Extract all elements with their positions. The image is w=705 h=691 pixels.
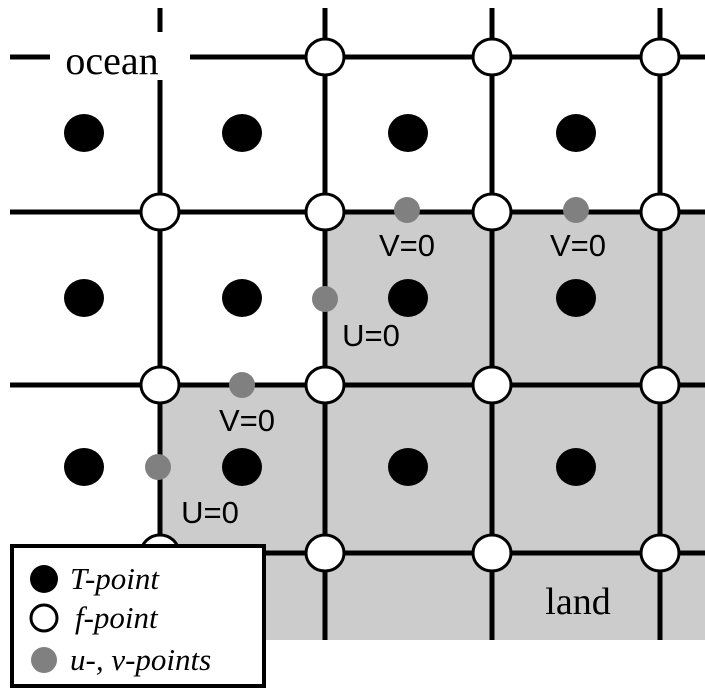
- f-point: [639, 365, 681, 405]
- f-point: [304, 192, 346, 232]
- f-point: [304, 533, 346, 573]
- t-point: [388, 279, 428, 317]
- boundary-label-u-mid: U=0: [342, 318, 400, 353]
- t-point: [556, 114, 596, 152]
- uv-point: [145, 454, 171, 480]
- legend-t-point-label: T-point: [70, 561, 160, 596]
- t-point: [388, 114, 428, 152]
- t-point: [64, 279, 104, 317]
- f-point: [639, 533, 681, 573]
- f-point: [139, 192, 181, 232]
- f-points: [139, 37, 681, 573]
- t-point: [222, 114, 262, 152]
- t-point: [222, 448, 262, 486]
- f-point: [639, 37, 681, 77]
- f-point: [639, 192, 681, 232]
- uv-point: [229, 372, 255, 398]
- f-point: [139, 365, 181, 405]
- legend-t-point-icon: [30, 565, 58, 593]
- land-region: [160, 212, 705, 640]
- boundary-label-v-top-2: V=0: [550, 228, 606, 263]
- legend-uv-point-label: u-, v-points: [70, 642, 211, 677]
- t-point: [64, 114, 104, 152]
- legend-f-point-icon: [29, 603, 59, 633]
- t-point: [64, 448, 104, 486]
- f-point: [471, 192, 513, 232]
- uv-point: [563, 197, 589, 223]
- f-point: [471, 37, 513, 77]
- t-point: [556, 448, 596, 486]
- f-point: [471, 533, 513, 573]
- boundary-label-v-mid: V=0: [219, 403, 275, 438]
- uv-points: [145, 197, 589, 480]
- t-point: [222, 279, 262, 317]
- ocean-label: ocean: [65, 38, 158, 83]
- f-point: [304, 37, 346, 77]
- uv-point: [312, 286, 338, 312]
- t-point: [556, 279, 596, 317]
- legend: T-point f-point u-, v-points: [10, 544, 266, 688]
- t-points: [64, 114, 596, 486]
- boundary-label-u-low: U=0: [181, 495, 239, 530]
- uv-point: [394, 197, 420, 223]
- legend-uv-point-icon: [31, 647, 57, 673]
- f-point: [471, 365, 513, 405]
- land-label: land: [545, 581, 610, 623]
- t-point: [388, 448, 428, 486]
- f-point: [304, 365, 346, 405]
- legend-f-point-label: f-point: [75, 600, 159, 635]
- boundary-label-v-top-1: V=0: [379, 228, 435, 263]
